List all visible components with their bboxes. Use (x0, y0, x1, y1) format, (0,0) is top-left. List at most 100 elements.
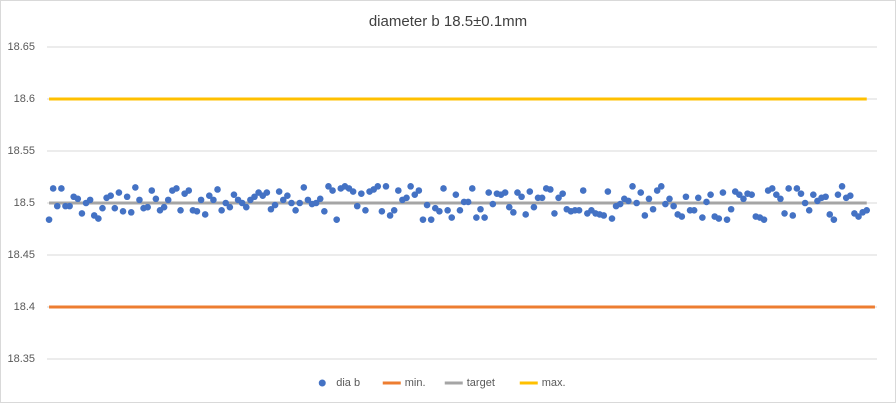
data-point (748, 191, 755, 198)
data-point (473, 214, 480, 221)
data-point (707, 191, 714, 198)
data-point (164, 196, 172, 204)
data-point (699, 214, 706, 221)
data-point (279, 196, 287, 204)
data-point (773, 191, 780, 198)
data-point (805, 206, 813, 214)
data-point (119, 208, 127, 215)
data-point (362, 206, 369, 214)
data-point (538, 194, 546, 202)
data-point (830, 216, 838, 223)
legend-label: dia b (336, 377, 360, 389)
data-point (242, 203, 250, 211)
data-point (727, 205, 735, 213)
data-point (855, 213, 862, 220)
data-point (321, 208, 328, 215)
data-point (395, 187, 402, 194)
data-point (58, 185, 65, 192)
data-point (86, 196, 94, 204)
data-point (374, 183, 382, 190)
data-point (522, 211, 529, 218)
y-tick-label: 18.45 (7, 249, 35, 261)
data-point (403, 194, 410, 202)
data-point (468, 185, 476, 192)
data-point (785, 185, 792, 192)
data-point (477, 205, 484, 213)
y-tick-label: 18.35 (7, 353, 35, 365)
data-point (657, 183, 665, 190)
data-point (358, 190, 365, 197)
data-point (263, 189, 271, 196)
data-point (300, 184, 308, 191)
data-point (452, 191, 460, 198)
data-point (74, 195, 82, 203)
data-point (559, 190, 566, 197)
data-point (789, 212, 797, 219)
data-point (436, 208, 443, 215)
legend-label: max. (542, 377, 566, 389)
data-point (312, 199, 320, 207)
data-point (600, 212, 608, 219)
data-point (555, 194, 562, 202)
data-point (210, 196, 217, 204)
data-point (185, 187, 193, 194)
data-point (608, 215, 616, 222)
data-point (448, 214, 456, 221)
data-point (579, 187, 587, 194)
data-point (45, 216, 53, 223)
data-point (682, 193, 690, 201)
data-point (49, 185, 57, 192)
data-point (411, 191, 419, 198)
data-point (222, 199, 230, 207)
data-point (78, 210, 86, 217)
data-point (316, 195, 324, 203)
data-point (649, 205, 657, 213)
data-point (271, 201, 279, 209)
data-point (214, 186, 221, 193)
data-point (514, 189, 521, 196)
data-point (678, 213, 686, 220)
data-point (206, 192, 213, 200)
y-tick-label: 18.5 (14, 197, 35, 209)
data-point (715, 215, 723, 222)
data-point (304, 196, 312, 204)
data-point (505, 203, 513, 211)
data-point (423, 201, 431, 209)
data-point (801, 199, 809, 207)
data-point (694, 194, 702, 202)
data-point (386, 212, 394, 219)
data-point (518, 193, 525, 201)
data-point (325, 183, 332, 190)
data-point (440, 185, 447, 192)
data-point (427, 216, 435, 223)
legend-marker (318, 379, 326, 387)
data-point (148, 187, 156, 194)
data-point (66, 202, 73, 210)
data-point (99, 204, 106, 212)
data-point (378, 208, 386, 215)
data-point (177, 206, 184, 214)
legend-label: min. (405, 377, 426, 389)
data-point (760, 216, 768, 223)
y-tick-label: 18.65 (7, 41, 35, 53)
data-point (111, 204, 119, 212)
data-point (481, 214, 488, 221)
data-point (226, 203, 234, 211)
data-point (333, 216, 340, 223)
data-point (329, 187, 336, 194)
data-point (637, 189, 645, 196)
data-point (547, 186, 554, 193)
data-point (604, 188, 612, 195)
data-point (197, 196, 205, 204)
data-point (810, 191, 817, 198)
data-point (501, 189, 509, 196)
data-point (201, 211, 209, 218)
data-point (719, 189, 727, 196)
data-point (485, 189, 493, 196)
data-point (510, 209, 517, 216)
data-point (690, 206, 698, 214)
data-point (822, 193, 829, 201)
data-point (781, 210, 788, 217)
data-point (349, 188, 357, 195)
data-point (834, 191, 842, 198)
